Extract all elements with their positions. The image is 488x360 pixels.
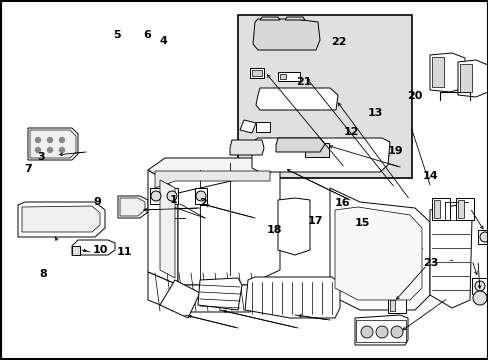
Bar: [280, 74, 285, 79]
Bar: [477, 230, 488, 244]
Bar: [459, 64, 471, 92]
Polygon shape: [118, 196, 148, 218]
Text: 22: 22: [330, 37, 346, 48]
Polygon shape: [429, 53, 464, 92]
Polygon shape: [256, 88, 337, 110]
Text: 23: 23: [423, 258, 438, 268]
Bar: [389, 300, 394, 311]
Circle shape: [390, 326, 402, 338]
Polygon shape: [275, 138, 325, 152]
Polygon shape: [148, 170, 178, 285]
Polygon shape: [155, 171, 269, 188]
Bar: [457, 200, 463, 218]
Polygon shape: [30, 130, 76, 158]
Bar: [387, 298, 405, 313]
Bar: [431, 198, 449, 220]
Text: 16: 16: [334, 198, 349, 208]
Text: 13: 13: [367, 108, 383, 118]
Circle shape: [472, 291, 486, 305]
Text: 8: 8: [39, 269, 47, 279]
Polygon shape: [354, 315, 407, 345]
Polygon shape: [244, 277, 339, 318]
Polygon shape: [251, 138, 389, 172]
Text: 4: 4: [160, 36, 167, 46]
Bar: [431, 57, 443, 87]
Polygon shape: [334, 207, 421, 300]
Bar: [195, 188, 206, 204]
Polygon shape: [28, 128, 78, 160]
Text: 1: 1: [169, 195, 177, 205]
Text: 20: 20: [406, 91, 422, 102]
Bar: [256, 122, 269, 132]
Text: 6: 6: [142, 30, 150, 40]
Circle shape: [36, 148, 41, 153]
Text: 5: 5: [113, 30, 121, 40]
Circle shape: [479, 232, 488, 242]
Bar: [305, 143, 328, 157]
Polygon shape: [229, 140, 264, 155]
Polygon shape: [18, 202, 105, 237]
Polygon shape: [260, 17, 280, 20]
Circle shape: [60, 148, 64, 153]
Text: 7: 7: [24, 164, 32, 174]
Bar: [249, 68, 264, 78]
Text: 12: 12: [343, 127, 358, 138]
Polygon shape: [178, 158, 280, 285]
Circle shape: [60, 138, 64, 143]
Polygon shape: [329, 188, 429, 310]
Circle shape: [36, 138, 41, 143]
Polygon shape: [429, 205, 471, 308]
Polygon shape: [278, 198, 309, 255]
Bar: [433, 200, 439, 218]
Polygon shape: [148, 158, 280, 180]
Text: 17: 17: [307, 216, 323, 226]
Bar: [165, 188, 178, 204]
Circle shape: [167, 191, 177, 201]
Bar: [471, 278, 487, 294]
Polygon shape: [72, 240, 115, 255]
Text: 19: 19: [386, 146, 402, 156]
Polygon shape: [240, 120, 256, 133]
Bar: [278, 72, 299, 81]
Polygon shape: [160, 180, 175, 278]
Bar: [150, 188, 162, 204]
Polygon shape: [160, 280, 200, 318]
Circle shape: [360, 326, 372, 338]
Bar: [72, 246, 80, 255]
Polygon shape: [285, 17, 305, 20]
Circle shape: [375, 326, 387, 338]
Polygon shape: [120, 198, 145, 216]
Text: 21: 21: [296, 77, 311, 87]
Polygon shape: [457, 60, 487, 97]
Text: 3: 3: [38, 152, 45, 162]
Polygon shape: [198, 278, 242, 310]
Text: 9: 9: [94, 197, 102, 207]
Text: 10: 10: [92, 245, 108, 255]
Bar: [455, 198, 473, 220]
Circle shape: [151, 191, 161, 201]
Bar: [251, 70, 262, 76]
Text: 15: 15: [354, 218, 370, 228]
Bar: [355, 320, 405, 342]
Polygon shape: [252, 19, 319, 50]
Text: 14: 14: [422, 171, 437, 181]
Text: 2: 2: [199, 198, 206, 208]
Circle shape: [474, 281, 484, 291]
Polygon shape: [148, 272, 260, 312]
Text: 11: 11: [117, 247, 132, 257]
Circle shape: [47, 138, 52, 143]
Circle shape: [196, 191, 205, 201]
Polygon shape: [22, 206, 100, 232]
Text: 18: 18: [266, 225, 282, 235]
Circle shape: [47, 148, 52, 153]
Bar: [238, 15, 411, 178]
